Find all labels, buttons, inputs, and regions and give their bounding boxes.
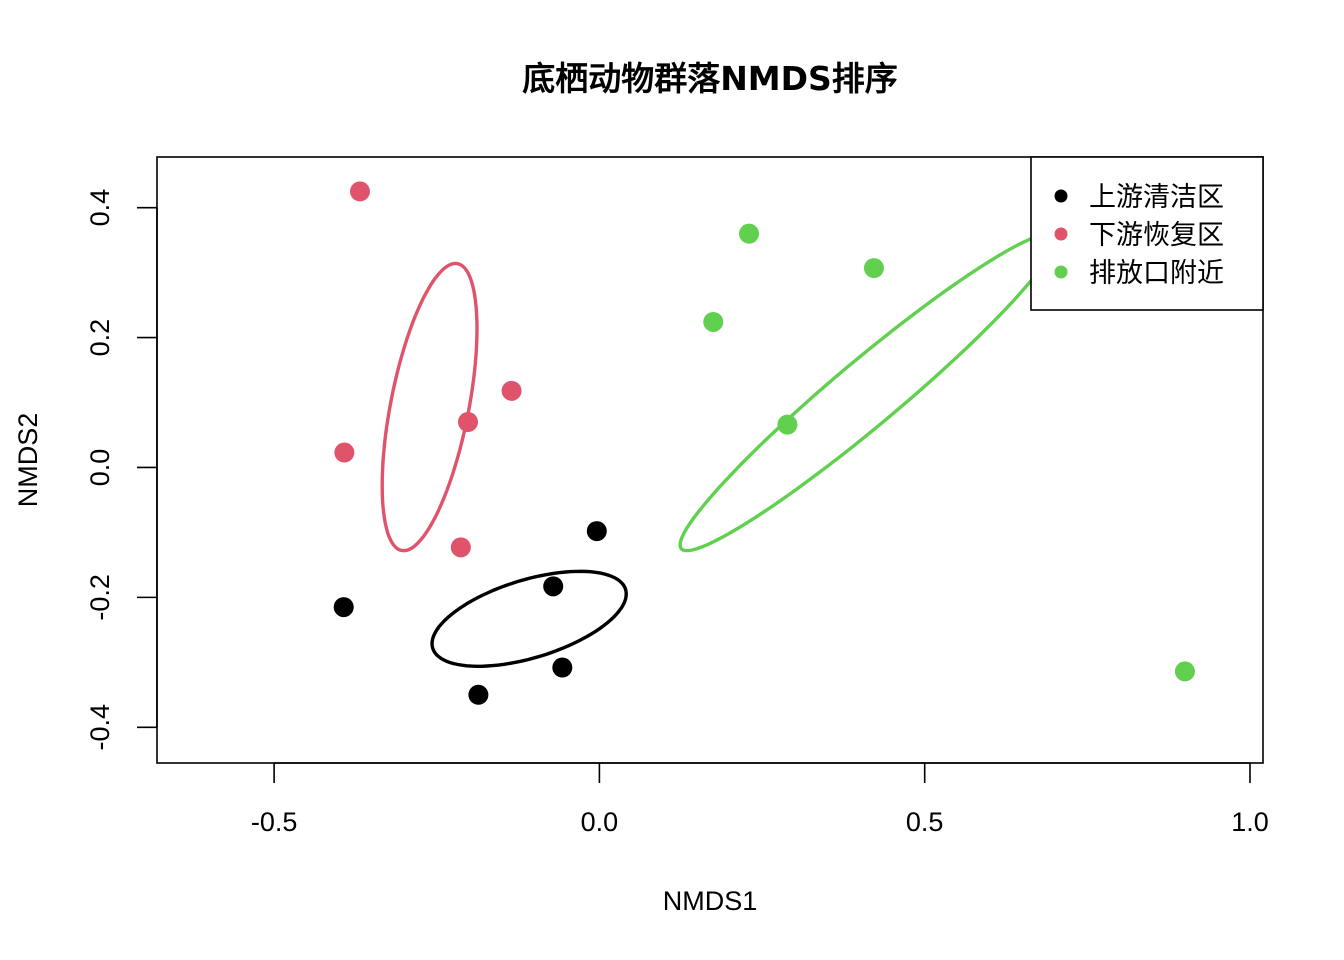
point-series-2-1: [863, 258, 884, 279]
legend-label-0: 上游清洁区: [1089, 182, 1224, 213]
x-tick-label: 1.0: [1231, 807, 1269, 837]
y-tick-label: -0.2: [85, 574, 115, 621]
point-series-0-2: [543, 576, 564, 597]
x-tick-label: 0.0: [581, 807, 619, 837]
y-tick-label: -0.4: [85, 704, 115, 751]
point-series-2-3: [777, 414, 798, 435]
legend-marker-2: [1054, 265, 1068, 279]
point-series-0-0: [333, 597, 354, 618]
data-points: [333, 181, 1195, 705]
y-tick-label: 0.2: [85, 319, 115, 357]
x-axis-label: NMDS1: [663, 886, 758, 916]
point-series-0-3: [552, 657, 573, 678]
point-series-1-2: [457, 412, 478, 433]
point-series-1-3: [501, 380, 522, 401]
point-series-1-4: [450, 537, 471, 558]
ellipse-series-0: [430, 569, 628, 668]
ellipse-series-1: [380, 261, 479, 553]
legend-marker-0: [1054, 189, 1068, 203]
point-series-1-1: [334, 442, 355, 463]
confidence-ellipses: [380, 232, 1058, 668]
x-tick-label: 0.5: [906, 807, 944, 837]
ellipse-series-2: [678, 232, 1058, 553]
y-tick-label: 0.4: [85, 189, 115, 227]
point-series-0-4: [586, 521, 607, 542]
y-axis: -0.4 -0.2 0.0 0.2 0.4: [85, 189, 158, 751]
point-series-2-0: [739, 223, 760, 244]
x-axis: -0.5 0.0 0.5 1.0: [251, 762, 1269, 837]
chart-title: 底栖动物群落NMDS排序: [522, 59, 898, 98]
legend-marker-1: [1054, 227, 1068, 241]
y-tick-label: 0.0: [85, 449, 115, 487]
legend-label-2: 排放口附近: [1089, 258, 1224, 289]
point-series-1-0: [349, 181, 370, 202]
y-axis-label: NMDS2: [13, 413, 43, 508]
legend-label-1: 下游恢复区: [1089, 220, 1224, 251]
x-tick-label: -0.5: [251, 807, 298, 837]
point-series-0-1: [468, 684, 489, 705]
point-series-2-4: [1174, 661, 1195, 682]
point-series-2-2: [703, 311, 724, 332]
legend-box: [1030, 156, 1264, 311]
